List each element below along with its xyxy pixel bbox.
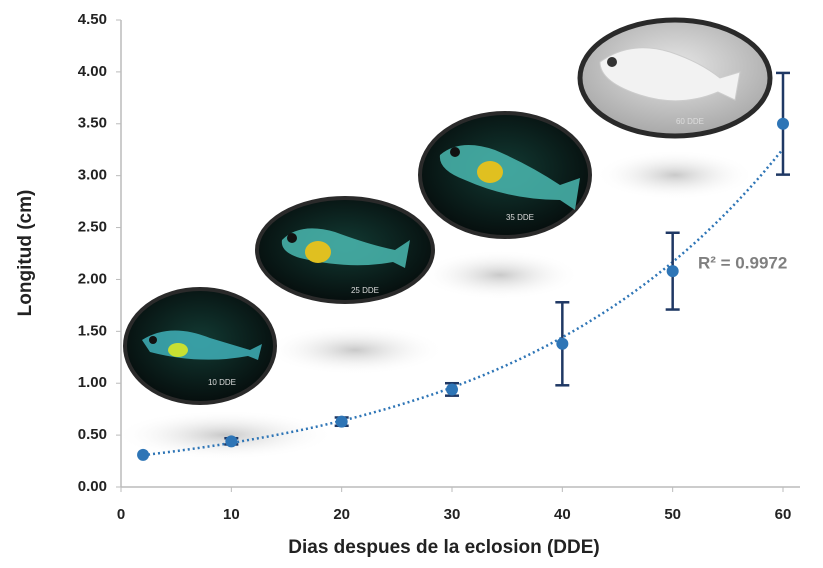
trendline-label: R² = 0.9972 (698, 253, 787, 272)
shadow (420, 250, 580, 300)
y-tick-label: 2.00 (78, 270, 107, 287)
x-tick-label: 20 (333, 506, 350, 523)
x-tick-label: 10 (223, 506, 240, 523)
data-point (225, 435, 237, 447)
data-point (446, 383, 458, 395)
page: {"chart_data": {"type": "scatter", "x_la… (0, 0, 823, 568)
y-tick-label: 2.50 (78, 219, 107, 236)
y-tick-label: 3.50 (78, 115, 107, 132)
data-point (777, 118, 789, 130)
data-point (336, 416, 348, 428)
y-tick-label: 4.00 (78, 63, 107, 80)
chart: 10 DDE 25 DDE 35 DDE 60 DDE Dias despues de… (0, 0, 823, 563)
shadow (595, 150, 755, 200)
photo-25 (257, 198, 433, 302)
y-tick-label: 4.50 (78, 11, 107, 28)
y-tick-label: 1.50 (78, 322, 107, 339)
x-tick-label: 50 (664, 506, 681, 523)
shadow (265, 325, 445, 375)
data-point (667, 265, 679, 277)
x-axis-title: Dias despues de la eclosion (DDE) (288, 537, 599, 558)
x-tick-label: 60 (775, 506, 792, 523)
y-tick-label: 0.00 (78, 478, 107, 495)
y-tick-label: 1.00 (78, 374, 107, 391)
x-tick-label: 0 (117, 506, 125, 523)
y-tick-label: 3.00 (78, 167, 107, 184)
data-point (556, 338, 568, 350)
y-tick-label: 0.50 (78, 426, 107, 443)
photo-label: 25 DDE (351, 286, 379, 295)
photo-10 (125, 289, 275, 403)
x-tick-label: 30 (444, 506, 461, 523)
y-axis-title: Longitud (cm) (15, 190, 36, 317)
x-tick-label: 40 (554, 506, 571, 523)
data-point (137, 449, 149, 461)
photo-label: 10 DDE (208, 378, 236, 387)
photo-label: 35 DDE (506, 213, 534, 222)
photo-label: 60 DDE (676, 117, 704, 126)
